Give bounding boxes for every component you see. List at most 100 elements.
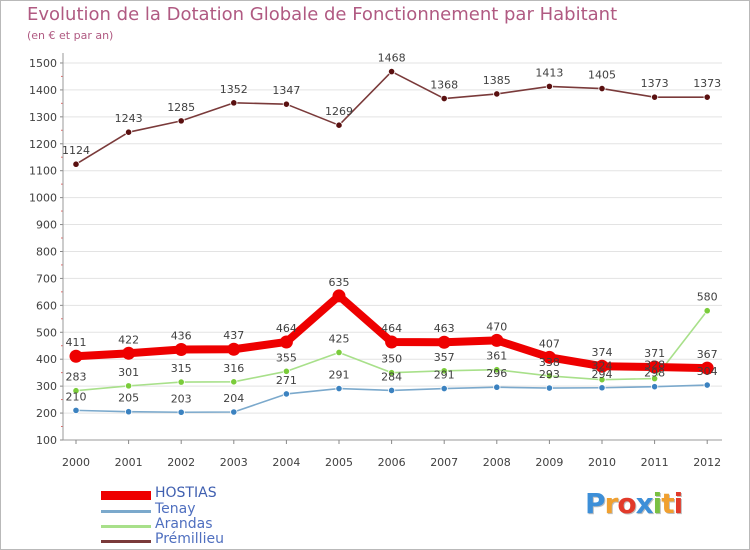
grid-layer xyxy=(63,62,722,441)
data-label: 293 xyxy=(539,368,560,381)
y-tick-label: 700 xyxy=(36,272,57,285)
data-label: 1347 xyxy=(272,84,300,97)
data-point xyxy=(72,406,80,414)
x-tick-label: 2010 xyxy=(588,456,616,469)
data-label: 1285 xyxy=(167,101,195,114)
data-label: 296 xyxy=(486,367,507,380)
data-point xyxy=(595,359,609,373)
y-tick-label: 100 xyxy=(36,434,57,447)
data-point xyxy=(230,99,238,107)
data-label: 1413 xyxy=(535,66,563,79)
data-point xyxy=(122,346,136,360)
data-point xyxy=(545,384,554,392)
y-tick-label: 1400 xyxy=(29,84,57,97)
data-label: 1269 xyxy=(325,105,353,118)
data-point xyxy=(493,366,501,374)
logo-letter: x xyxy=(635,487,654,520)
data-point xyxy=(542,350,556,364)
data-label: 1373 xyxy=(693,77,721,90)
data-point xyxy=(545,372,554,380)
data-point xyxy=(650,93,659,101)
data-label: 425 xyxy=(329,332,350,345)
data-point xyxy=(493,90,501,98)
data-point xyxy=(700,361,714,375)
data-label: 271 xyxy=(276,374,297,387)
data-point xyxy=(69,349,83,363)
logo-letter: o xyxy=(617,487,636,520)
data-point xyxy=(332,289,346,303)
data-label: 203 xyxy=(171,392,192,405)
x-tick-label: 2005 xyxy=(325,456,353,469)
data-label: 1468 xyxy=(378,52,406,65)
logo-letter: P xyxy=(585,487,606,520)
data-label: 407 xyxy=(539,337,560,350)
data-point xyxy=(440,384,448,393)
x-tick-label: 2007 xyxy=(430,456,458,469)
data-point xyxy=(440,367,448,375)
data-point xyxy=(227,342,241,356)
legend-label-premillieu: Prémillieu xyxy=(155,531,224,547)
y-tick-label: 900 xyxy=(36,219,57,232)
data-label: 470 xyxy=(486,320,507,333)
data-point xyxy=(72,160,80,168)
data-label: 374 xyxy=(592,346,613,359)
data-point xyxy=(125,408,133,416)
y-tick-label: 1300 xyxy=(29,111,57,124)
data-point xyxy=(282,100,290,108)
data-label: 1243 xyxy=(115,112,143,125)
data-label: 437 xyxy=(223,329,244,342)
proxiti-logo: Proxiti xyxy=(585,487,683,520)
data-label: 304 xyxy=(697,365,718,378)
data-label: 411 xyxy=(66,336,87,349)
data-point xyxy=(335,384,343,393)
data-point xyxy=(174,343,188,357)
data-label: 284 xyxy=(381,370,402,383)
data-label: 328 xyxy=(644,359,665,372)
y-tick-label: 1000 xyxy=(29,192,57,205)
data-label: 1124 xyxy=(62,144,90,157)
data-point xyxy=(440,94,448,103)
legend-label-arandas: Arandas xyxy=(155,516,213,532)
legend-label-tenay: Tenay xyxy=(155,501,196,517)
data-point xyxy=(598,384,606,392)
data-label-layer: 1124 1243 1285 1352 1347 1269 1468 1368 1385 1413… xyxy=(62,52,721,406)
x-tick-label: 2002 xyxy=(167,456,195,469)
legend-swatch-hostias xyxy=(101,491,151,500)
data-point xyxy=(650,374,659,383)
data-point xyxy=(385,335,399,349)
chart-title: Evolution de la Dotation Globale de Fonc… xyxy=(27,4,618,25)
legend-swatch-tenay xyxy=(101,510,151,513)
data-label: 1405 xyxy=(588,69,616,82)
data-point xyxy=(598,84,606,93)
data-point xyxy=(598,376,606,384)
data-label: 464 xyxy=(276,322,297,335)
data-point xyxy=(387,369,396,377)
data-label: 298 xyxy=(644,367,665,380)
data-label: 350 xyxy=(381,353,402,366)
data-point xyxy=(545,82,554,91)
legend-label-hostias: HOSTIAS xyxy=(155,485,217,501)
data-point xyxy=(125,382,133,390)
y-tick-label: 600 xyxy=(36,299,57,312)
data-label: 205 xyxy=(118,392,139,405)
data-point xyxy=(177,378,185,386)
data-point xyxy=(230,378,238,386)
data-label: 357 xyxy=(434,351,455,364)
legend-swatch-premillieu xyxy=(101,540,151,543)
data-label: 324 xyxy=(592,360,613,373)
data-point xyxy=(282,367,290,375)
data-label: 1373 xyxy=(641,77,669,90)
data-label: 464 xyxy=(381,322,402,335)
logo-letter: t xyxy=(661,487,674,520)
data-point xyxy=(335,121,343,129)
data-label: 580 xyxy=(697,291,718,304)
data-point xyxy=(437,335,451,349)
data-point xyxy=(177,117,185,125)
data-label: 315 xyxy=(171,362,192,375)
data-point xyxy=(387,386,396,395)
data-label: 422 xyxy=(118,333,139,346)
data-point xyxy=(650,383,659,391)
data-point xyxy=(282,390,290,398)
data-label: 1352 xyxy=(220,83,248,96)
